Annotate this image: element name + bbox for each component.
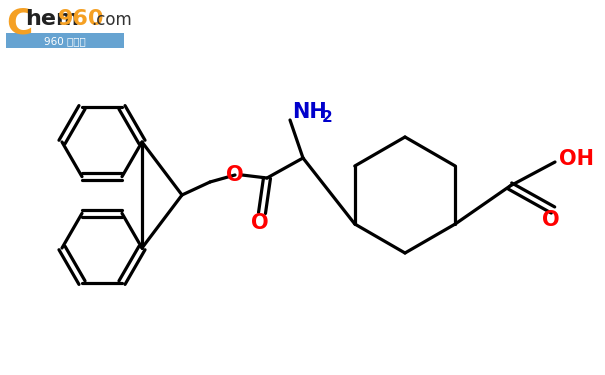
Text: OH: OH	[559, 149, 594, 169]
Text: .com: .com	[91, 11, 132, 29]
Text: 960 化工网: 960 化工网	[44, 36, 86, 46]
Text: O: O	[226, 165, 244, 185]
Text: 2: 2	[322, 111, 333, 126]
Text: NH: NH	[292, 102, 327, 122]
Text: 960: 960	[58, 9, 105, 29]
Text: O: O	[251, 213, 269, 233]
Bar	[6, 33, 124, 48]
Text: hem: hem	[25, 9, 79, 29]
Text: C: C	[6, 7, 33, 41]
Text: O: O	[542, 210, 560, 230]
